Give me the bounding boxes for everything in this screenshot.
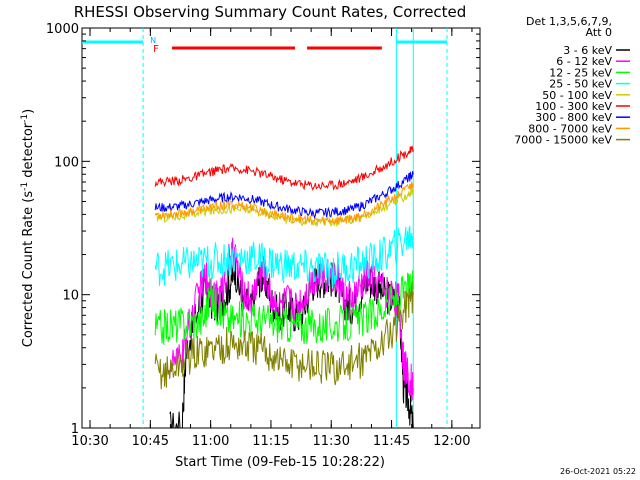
plot-frame bbox=[81, 27, 481, 429]
x-tick-label-0: 10:30 bbox=[71, 434, 108, 449]
chart-title: RHESSI Observing Summary Count Rates, Co… bbox=[74, 3, 467, 21]
series-line-8 bbox=[154, 282, 414, 390]
legend-label-6: 300 - 800 keV bbox=[535, 111, 612, 124]
y-tick-label-1: 10 bbox=[62, 289, 79, 304]
y-axis-label-sup2: -1 bbox=[20, 114, 30, 123]
series-line-5 bbox=[154, 145, 414, 192]
x-tick-label-4: 11:30 bbox=[313, 434, 350, 449]
night-flag-label: F bbox=[153, 44, 159, 55]
x-axis-label: Start Time (09-Feb-15 10:28:22) bbox=[175, 455, 385, 470]
x-tick-label-1: 10:45 bbox=[132, 434, 169, 449]
plot-area: NF bbox=[81, 27, 481, 429]
legend-header-0: Det 1,3,5,6,7,9, bbox=[526, 15, 612, 28]
y-tick-label-2: 100 bbox=[54, 155, 79, 170]
legend-label-8: 7000 - 15000 keV bbox=[514, 134, 612, 147]
y-axis-label-sup1: -1 bbox=[20, 182, 30, 191]
legend-label-5: 100 - 300 keV bbox=[535, 100, 612, 113]
series-line-7 bbox=[155, 181, 414, 226]
legend-label-7: 800 - 7000 keV bbox=[528, 122, 612, 135]
y-axis-label-end: ) bbox=[21, 109, 36, 114]
legend-label-4: 50 - 100 keV bbox=[542, 89, 612, 102]
x-tick-label-2: 11:00 bbox=[192, 434, 229, 449]
y-axis: 1 10 100 1000 bbox=[46, 22, 480, 437]
x-axis: 10:30 10:45 11:00 11:15 11:30 11:45 12:00 bbox=[71, 28, 473, 449]
series-line-2 bbox=[154, 269, 414, 345]
x-tick-label-6: 12:00 bbox=[433, 434, 470, 449]
footer-date: 26-Oct-2021 05:22 bbox=[560, 467, 636, 476]
legend-header-1: Att 0 bbox=[586, 26, 612, 39]
y-axis-label: Corrected Count Rate (s-1 detector-1) bbox=[20, 109, 36, 347]
y-axis-label-mid: detector bbox=[21, 122, 36, 182]
series-line-3 bbox=[154, 225, 414, 288]
legend-label-3: 25 - 50 keV bbox=[549, 78, 612, 91]
x-tick-label-5: 11:45 bbox=[373, 434, 410, 449]
x-tick-label-3: 11:15 bbox=[252, 434, 289, 449]
legend-label-0: 3 - 6 keV bbox=[563, 44, 612, 57]
y-axis-label-base: Corrected Count Rate (s bbox=[21, 191, 36, 348]
saa-flag-label: N bbox=[150, 36, 156, 45]
legend-label-1: 6 - 12 keV bbox=[556, 55, 612, 68]
series-line-6 bbox=[154, 171, 414, 220]
y-tick-label-0: 1 bbox=[71, 422, 79, 437]
y-tick-label-3: 1000 bbox=[46, 22, 79, 37]
legend-label-2: 12 - 25 keV bbox=[549, 66, 612, 79]
